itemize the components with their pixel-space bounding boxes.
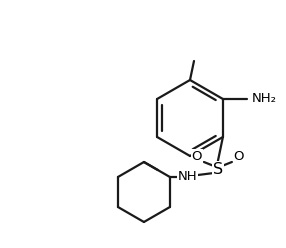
Text: O: O [234,150,244,162]
Text: NH₂: NH₂ [252,92,277,104]
Text: O: O [192,150,202,162]
Text: S: S [213,161,223,177]
Text: NH: NH [178,171,198,184]
